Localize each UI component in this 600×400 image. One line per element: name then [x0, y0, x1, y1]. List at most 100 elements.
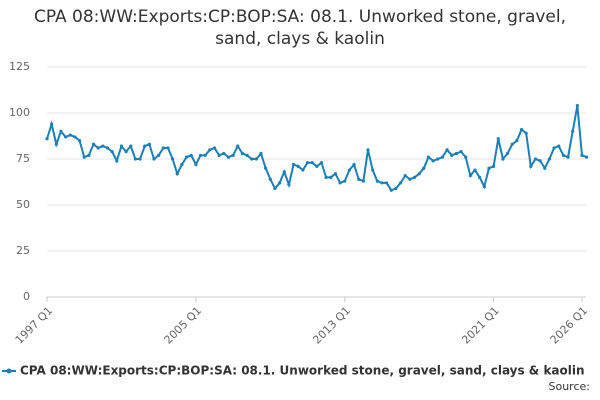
point [524, 131, 528, 135]
point [519, 127, 524, 132]
point [240, 151, 244, 156]
point [436, 157, 440, 161]
point [375, 179, 379, 183]
point [538, 159, 542, 163]
point [450, 153, 454, 157]
point [254, 157, 258, 161]
point [315, 164, 319, 168]
point [226, 155, 231, 159]
point [371, 168, 375, 172]
point [561, 153, 565, 157]
point [73, 135, 77, 139]
y-tick-label: 25 [16, 244, 30, 257]
point [417, 172, 421, 176]
point [580, 153, 584, 157]
point [482, 185, 486, 189]
point [222, 151, 226, 156]
point [301, 168, 305, 172]
point [268, 177, 272, 181]
point [129, 144, 133, 148]
x-tick-label: 2013 Q1 [310, 304, 353, 347]
point [585, 155, 589, 159]
point [492, 164, 496, 168]
point [91, 142, 96, 146]
y-tick-label: 75 [16, 152, 30, 165]
point [296, 164, 300, 168]
point [77, 139, 82, 143]
point [324, 175, 328, 179]
point [166, 146, 170, 150]
point [478, 175, 482, 179]
point [473, 168, 477, 172]
point [529, 164, 533, 168]
x-tick-label: 2026 Q1 [548, 304, 591, 347]
point [338, 181, 342, 185]
point [431, 159, 435, 163]
point [245, 153, 249, 157]
point [366, 148, 370, 152]
point [161, 146, 165, 150]
legend-marker [6, 368, 12, 374]
point [398, 181, 403, 185]
point [198, 153, 203, 157]
point [394, 186, 398, 191]
point [487, 166, 491, 170]
point [217, 153, 221, 157]
point [54, 142, 58, 146]
point [87, 153, 91, 157]
point [468, 173, 472, 178]
point [352, 162, 356, 167]
point [59, 129, 63, 133]
point [115, 159, 119, 163]
point [68, 133, 72, 137]
point [157, 153, 161, 157]
point [575, 104, 579, 108]
point [110, 150, 114, 154]
point [133, 157, 137, 161]
point [82, 155, 86, 159]
point [143, 144, 147, 148]
x-tick-label: 2005 Q1 [162, 304, 205, 347]
point [231, 153, 235, 157]
point [426, 155, 431, 159]
point [357, 177, 361, 181]
point [273, 186, 277, 191]
source: Source: [549, 380, 591, 393]
x-tick-label: 2021 Q1 [459, 304, 502, 347]
legend-label: CPA 08:WW:Exports:CP:BOP:SA: 08.1. Unwor… [20, 364, 585, 378]
point [343, 179, 347, 183]
point [552, 146, 556, 150]
point [101, 144, 105, 148]
point [287, 183, 291, 187]
point [543, 166, 547, 170]
point [533, 157, 538, 161]
point [547, 157, 552, 161]
point [171, 157, 175, 161]
y-tick-label: 125 [9, 60, 30, 73]
point [347, 168, 351, 172]
point [124, 150, 128, 154]
point [236, 144, 240, 148]
point [152, 157, 156, 161]
point [505, 151, 510, 156]
point [189, 153, 193, 157]
point [389, 188, 393, 192]
point [440, 155, 445, 159]
point [305, 161, 310, 165]
point [510, 142, 514, 146]
point [557, 144, 561, 148]
point [282, 170, 286, 174]
point [412, 175, 417, 179]
point [385, 181, 389, 185]
point [515, 139, 519, 143]
point [403, 173, 407, 178]
point [250, 157, 254, 161]
point [147, 142, 151, 146]
y-tick-label: 0 [23, 290, 30, 303]
point [408, 177, 412, 181]
point [64, 135, 68, 139]
x-tick-label: 1997 Q1 [13, 304, 56, 347]
point [319, 161, 324, 165]
point [445, 148, 449, 152]
y-tick-label: 100 [9, 106, 30, 119]
